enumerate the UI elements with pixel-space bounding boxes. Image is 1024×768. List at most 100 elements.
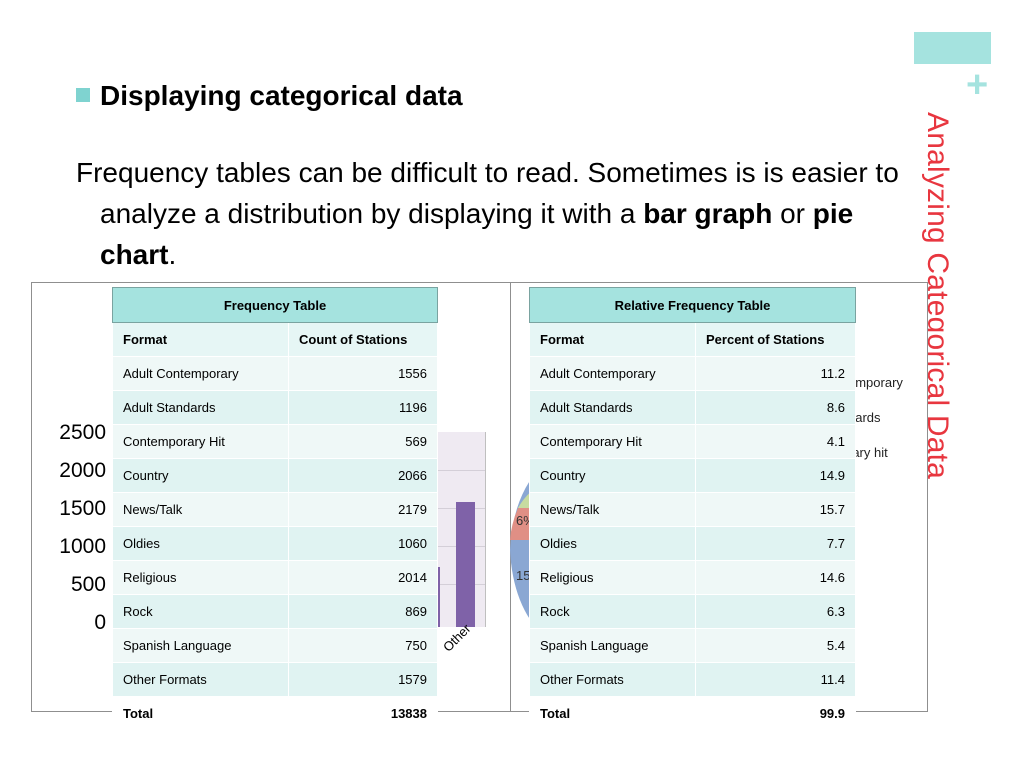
y-tick-label: 0	[94, 611, 106, 634]
count-cell: 569	[288, 424, 438, 459]
y-tick-label: 2500	[59, 421, 106, 444]
format-cell: Adult Contemporary	[112, 356, 289, 391]
table-row: Adult Standards 1196	[112, 390, 438, 425]
format-cell: Rock	[112, 594, 289, 629]
table-row: Adult Contemporary 11.2	[529, 356, 856, 391]
format-cell: Country	[112, 458, 289, 493]
format-cell: News/Talk	[112, 492, 289, 527]
total-row: Total 13838	[112, 696, 438, 731]
format-cell: Adult Contemporary	[529, 356, 696, 391]
percent-cell: 11.2	[695, 356, 856, 391]
y-tick-label: 1000	[59, 535, 106, 558]
total-value: 13838	[288, 696, 438, 731]
format-cell: Contemporary Hit	[112, 424, 289, 459]
format-cell: Rock	[529, 594, 696, 629]
total-label: Total	[112, 696, 289, 731]
percent-cell: 6.3	[695, 594, 856, 629]
percent-cell: 5.4	[695, 628, 856, 663]
format-cell: Oldies	[112, 526, 289, 561]
body-bold-bar-graph: bar graph	[643, 198, 773, 229]
table-row: Country 2066	[112, 458, 438, 493]
table-row: News/Talk 2179	[112, 492, 438, 527]
format-cell: Religious	[112, 560, 289, 595]
legend-item: dards	[848, 410, 881, 425]
format-cell: Adult Standards	[112, 390, 289, 425]
format-cell: Other Formats	[529, 662, 696, 697]
square-bullet-icon	[76, 88, 90, 102]
relative-frequency-table: Relative Frequency Table Format Percent …	[529, 287, 856, 731]
body-bold-pie-chart: pie chart	[100, 198, 854, 270]
count-cell: 1579	[288, 662, 438, 697]
percent-cell: 14.6	[695, 560, 856, 595]
table-row: Oldies 1060	[112, 526, 438, 561]
table-row: Religious 14.6	[529, 560, 856, 595]
percent-cell: 4.1	[695, 424, 856, 459]
legend-item: rary hit	[848, 445, 888, 460]
percent-cell: 8.6	[695, 390, 856, 425]
format-cell: News/Talk	[529, 492, 696, 527]
total-label: Total	[529, 696, 696, 731]
column-header: Percent of Stations	[695, 322, 856, 357]
pie-label: 15	[516, 568, 531, 583]
heading-text: Displaying categorical data	[100, 80, 463, 111]
table-row: Other Formats 11.4	[529, 662, 856, 697]
percent-cell: 11.4	[695, 662, 856, 697]
gridline	[437, 470, 485, 471]
table-row: Country 14.9	[529, 458, 856, 493]
legend-item: emporary	[848, 375, 903, 390]
table-row: Oldies 7.7	[529, 526, 856, 561]
table-row: Religious 2014	[112, 560, 438, 595]
accent-block	[914, 32, 991, 64]
column-header: Count of Stations	[288, 322, 438, 357]
table-row: Spanish Language 750	[112, 628, 438, 663]
percent-cell: 14.9	[695, 458, 856, 493]
bullet-heading: Displaying categorical data	[76, 80, 463, 112]
table-row: Rock 869	[112, 594, 438, 629]
y-tick-label: 2000	[59, 459, 106, 482]
count-cell: 750	[288, 628, 438, 663]
table-row: Other Formats 1579	[112, 662, 438, 697]
body-paragraph: Frequency tables can be difficult to rea…	[76, 152, 920, 275]
table-row: Rock 6.3	[529, 594, 856, 629]
count-cell: 1060	[288, 526, 438, 561]
body-text-1: Frequency tables can be difficult to rea…	[76, 157, 899, 229]
bar	[437, 567, 440, 627]
count-cell: 869	[288, 594, 438, 629]
count-cell: 2014	[288, 560, 438, 595]
table-row: Contemporary Hit 4.1	[529, 424, 856, 459]
body-text-3: .	[168, 239, 177, 270]
percent-cell: 7.7	[695, 526, 856, 561]
format-cell: Country	[529, 458, 696, 493]
table-row: Adult Contemporary 1556	[112, 356, 438, 391]
table-row: News/Talk 15.7	[529, 492, 856, 527]
frequency-table: Frequency Table Format Count of Stations…	[112, 287, 438, 731]
bar-other	[456, 502, 475, 627]
table-title: Relative Frequency Table	[529, 287, 856, 323]
column-header: Format	[112, 322, 289, 357]
format-cell: Contemporary Hit	[529, 424, 696, 459]
y-axis-tick-labels: 2500 2000 1500 1000 500 0	[44, 420, 106, 648]
y-tick-label: 500	[70, 573, 106, 596]
total-row: Total 99.9	[529, 696, 856, 731]
format-cell: Spanish Language	[529, 628, 696, 663]
count-cell: 2179	[288, 492, 438, 527]
bar-plot-area	[436, 432, 486, 627]
format-cell: Adult Standards	[529, 390, 696, 425]
format-cell: Religious	[529, 560, 696, 595]
table-row: Spanish Language 5.4	[529, 628, 856, 663]
body-text-2: or	[772, 198, 813, 229]
format-cell: Oldies	[529, 526, 696, 561]
count-cell: 2066	[288, 458, 438, 493]
count-cell: 1196	[288, 390, 438, 425]
count-cell: 1556	[288, 356, 438, 391]
table-row: Adult Standards 8.6	[529, 390, 856, 425]
y-tick-label: 1500	[59, 497, 106, 520]
total-value: 99.9	[695, 696, 856, 731]
table-row: Contemporary Hit 569	[112, 424, 438, 459]
format-cell: Spanish Language	[112, 628, 289, 663]
format-cell: Other Formats	[112, 662, 289, 697]
column-header: Format	[529, 322, 696, 357]
plus-icon: +	[966, 64, 989, 106]
table-title: Frequency Table	[112, 287, 438, 323]
percent-cell: 15.7	[695, 492, 856, 527]
